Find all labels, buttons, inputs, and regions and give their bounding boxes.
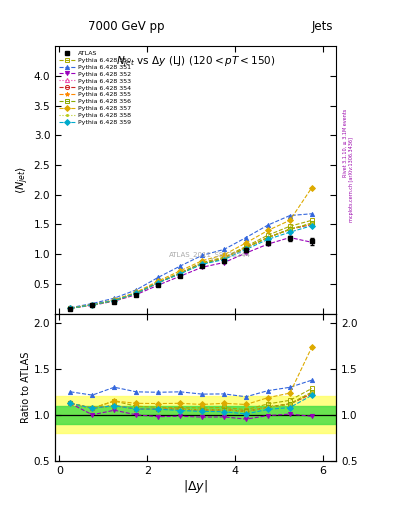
Bar	[55, 406, 336, 424]
Text: Jets: Jets	[312, 20, 333, 33]
X-axis label: $|\Delta y|$: $|\Delta y|$	[183, 478, 208, 496]
Text: Rivet 3.1.10, ≥ 3.1M events: Rivet 3.1.10, ≥ 3.1M events	[343, 109, 347, 178]
Y-axis label: $\langle N_{jet}\rangle$: $\langle N_{jet}\rangle$	[15, 166, 31, 194]
Text: $N_{jet}$ vs $\Delta y$ (LJ) $(120 < pT < 150)$: $N_{jet}$ vs $\Delta y$ (LJ) $(120 < pT …	[116, 54, 275, 69]
Text: ATLAS_2011_S9126244: ATLAS_2011_S9126244	[169, 251, 250, 258]
Y-axis label: Ratio to ATLAS: Ratio to ATLAS	[21, 352, 31, 423]
Text: 7000 GeV pp: 7000 GeV pp	[88, 20, 164, 33]
Text: mcplots.cern.ch [arXiv:1306.3436]: mcplots.cern.ch [arXiv:1306.3436]	[349, 137, 354, 222]
Legend: ATLAS, Pythia 6.428 350, Pythia 6.428 351, Pythia 6.428 352, Pythia 6.428 353, P: ATLAS, Pythia 6.428 350, Pythia 6.428 35…	[57, 49, 132, 127]
Bar	[55, 396, 336, 433]
